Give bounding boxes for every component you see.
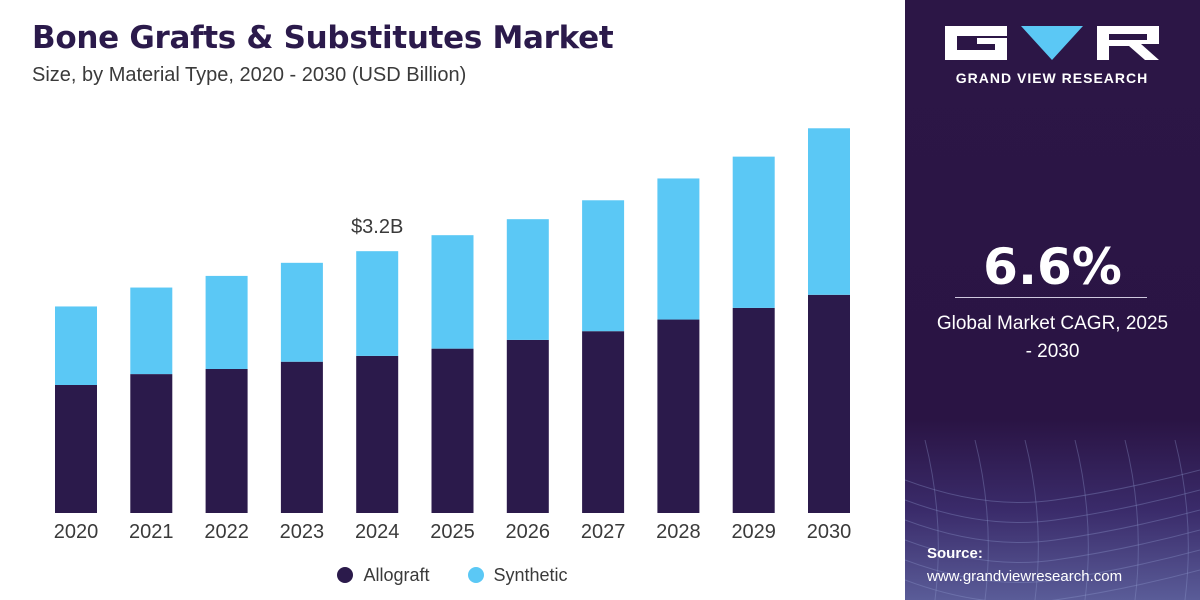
bar-allograft-2029 [732,307,775,513]
bar-allograft-2026 [506,339,549,513]
bar-allograft-2030 [808,294,850,513]
x-tick-label-2021: 2021 [129,521,174,543]
x-tick-label-2026: 2026 [506,521,551,543]
legend-swatch-allograft [337,567,354,583]
bar-allograft-2024 [356,355,399,513]
grand-view-research-logo: GRAND VIEW RESEARCH [943,22,1161,86]
chart-panel: Bone Grafts & Substitutes Market Size, b… [0,20,905,588]
bar-allograft-2020 [55,385,97,513]
bar-allograft-2028 [657,319,700,513]
x-tick-label-2024: 2024 [355,521,400,543]
bar-allograft-2022 [205,369,248,513]
x-axis-labels: 2020 2021 2022 2023 2024 2025 2026 2027 2028 2029… [54,521,852,543]
bar-synthetic-2022 [205,275,248,369]
gvr-logo-icon [945,26,1159,60]
chart-title: Bone Grafts & Substitutes Market [32,20,614,56]
bar-synthetic-2026 [506,219,549,340]
bar-synthetic-2024 [356,251,399,356]
x-tick-label-2023: 2023 [280,521,325,543]
legend-label-allograft: Allograft [363,564,430,585]
cagr-label: Global Market CAGR, 2025 - 2030 [936,313,1169,362]
bar-synthetic-2025 [431,235,474,349]
brand-name: GRAND VIEW RESEARCH [955,70,1149,86]
mesh-background-graphic [905,440,1200,600]
legend: Allograft Synthetic [0,562,905,588]
chart-subtitle: Size, by Material Type, 2020 - 2030 (USD… [32,64,467,86]
x-tick-label-2025: 2025 [430,521,475,543]
bar-synthetic-2029 [732,156,775,308]
cagr-divider [955,297,1147,298]
legend-item-synthetic: Synthetic [467,564,568,586]
bar-synthetic-2023 [280,262,323,362]
bar-allograft-2027 [582,331,625,513]
legend-item-allograft: Allograft [337,564,430,586]
bar-allograft-2025 [431,348,474,513]
x-tick-label-2030: 2030 [807,521,852,543]
source-url[interactable]: www.grandviewresearch.com [927,568,1123,585]
annotations: $3.2B [351,216,403,238]
x-tick-label-2028: 2028 [656,521,701,543]
bar-allograft-2023 [280,361,323,513]
x-tick-label-2022: 2022 [204,521,249,543]
x-tick-label-2020: 2020 [54,521,99,543]
legend-label-synthetic: Synthetic [493,564,568,585]
bar-synthetic-2020 [55,306,97,385]
data-label-2024: $3.2B [351,216,403,238]
bars-group [55,128,850,513]
bar-chart: 2020 2021 2022 2023 2024 2025 2026 2027 2028 2029… [54,128,852,543]
x-tick-label-2029: 2029 [731,521,776,543]
source-title: Source: [927,545,983,562]
bar-synthetic-2030 [808,128,850,295]
bar-allograft-2021 [130,374,173,513]
legend-swatch-synthetic [467,567,484,583]
bar-synthetic-2027 [582,200,625,332]
cagr-value: 6.6% [983,238,1122,296]
info-sidebar: GRAND VIEW RESEARCH 6.6% Global Market C… [905,0,1200,600]
x-tick-label-2027: 2027 [581,521,626,543]
bar-synthetic-2021 [130,287,173,375]
bar-synthetic-2028 [657,178,700,320]
